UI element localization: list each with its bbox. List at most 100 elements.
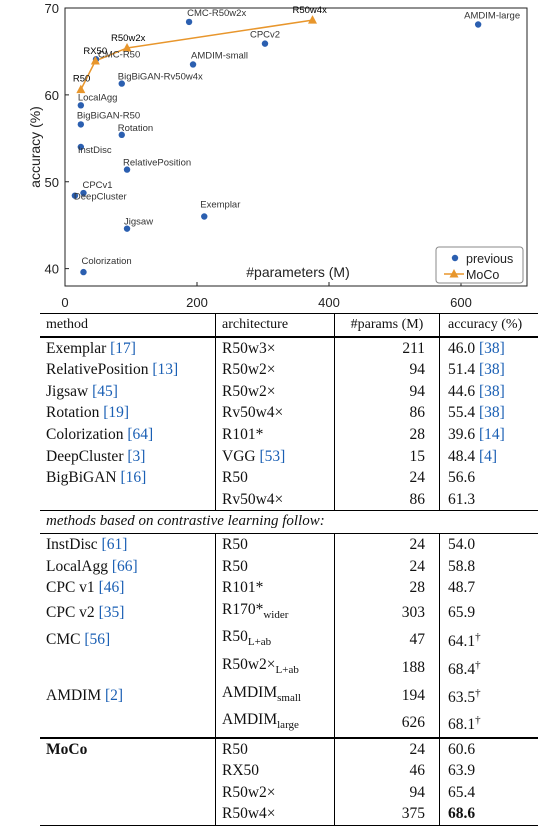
- cell-method: Rotation [19]: [40, 402, 216, 424]
- point-moco: [90, 55, 100, 65]
- table-row: AMDIMlarge 626 68.1†: [40, 709, 538, 738]
- arch-name: R50: [222, 535, 248, 553]
- point-previous: [77, 143, 85, 151]
- citation: [35]: [98, 603, 125, 621]
- cell-architecture: R50w2×: [215, 781, 335, 804]
- table-row: R50w2× 94 65.4: [40, 781, 538, 804]
- arch-subscript: small: [277, 691, 301, 704]
- table-body: Exemplar [17] R50w3× 211 46.0 [38] RelativeP…: [40, 336, 539, 826]
- cell-accuracy: 68.6: [439, 803, 538, 826]
- cell-architecture: R170*wider: [215, 598, 335, 627]
- cell-accuracy: 48.7: [440, 577, 539, 599]
- cell-accuracy: 56.6: [440, 467, 539, 489]
- accuracy-value: 68.1: [448, 716, 476, 734]
- point-label: DeepCluster: [74, 192, 127, 203]
- cell-params: 46: [334, 760, 440, 782]
- point-label: CMC-R50w2x: [187, 8, 246, 19]
- table-row: Colorization [64] R101* 28 39.6 [14]: [40, 423, 539, 446]
- citation: [66]: [111, 557, 138, 575]
- cell-architecture: R50: [215, 532, 335, 556]
- cell-params: 24: [334, 555, 440, 578]
- cell-accuracy: 58.8: [440, 556, 539, 578]
- cell-method: BigBiGAN [16]: [40, 467, 216, 489]
- arch-name: R50w2×: [222, 783, 276, 801]
- cell-architecture: RX50: [215, 760, 335, 782]
- arch-name: RX50: [222, 762, 260, 780]
- method-name: CPC v1: [46, 579, 99, 597]
- legend-moco-marker: [449, 269, 459, 278]
- section-row: methods based on contrastive learning fo…: [40, 510, 538, 534]
- arch-name: AMDIM: [222, 711, 278, 729]
- cell-architecture: Rv50w4×: [215, 402, 335, 424]
- cell-accuracy: 39.6 [14]: [440, 424, 539, 446]
- params-value: 28: [409, 579, 426, 597]
- cell-params: 211: [334, 336, 440, 360]
- point-label: BigBiGAN-R50: [77, 110, 140, 121]
- cell-accuracy: 46.0 [38]: [440, 337, 539, 360]
- point-label: CPCv2: [250, 30, 280, 41]
- cell-accuracy: 63.9: [440, 760, 539, 782]
- moco-point-label: R50w2x: [111, 33, 146, 44]
- arch-name: R101*: [222, 579, 264, 597]
- citation: [38]: [479, 361, 505, 379]
- accuracy-value: 60.6: [448, 740, 476, 758]
- method-name: Exemplar: [46, 339, 111, 357]
- point-previous: [123, 166, 131, 173]
- point-label: Exemplar: [200, 200, 240, 211]
- method-name: LocalAgg: [46, 557, 112, 575]
- point-moco: [122, 42, 132, 52]
- header-architecture: architecture: [215, 312, 335, 338]
- arch-subscript: L+ab: [275, 663, 299, 676]
- point-label: Jigsaw: [124, 217, 153, 228]
- arch-name: R50w2×: [222, 382, 276, 400]
- citation: [19]: [103, 404, 130, 422]
- legend-previous-label: previous: [466, 252, 513, 266]
- point-label: LocalAgg: [78, 92, 118, 103]
- arch-subscript: large: [277, 719, 299, 732]
- cell-architecture: AMDIMsmall: [215, 681, 335, 710]
- accuracy-value: 44.6: [448, 382, 476, 400]
- accuracy-value: 54.0: [448, 535, 476, 553]
- table-row: CMC [56] R50L+ab 47 64.1†: [40, 626, 538, 654]
- moco-point-label: R50: [73, 74, 90, 85]
- params-value: 194: [401, 686, 425, 704]
- citation: [53]: [259, 447, 286, 465]
- point-previous: [474, 21, 482, 28]
- method-name: Rotation: [46, 404, 104, 422]
- citation: [14]: [479, 425, 505, 443]
- cell-architecture: VGG [53]: [215, 445, 335, 468]
- params-value: 86: [409, 404, 426, 422]
- point-previous: [80, 189, 87, 197]
- params-value: 375: [401, 805, 425, 823]
- citation: [61]: [101, 535, 128, 553]
- cell-params: 303: [334, 598, 440, 627]
- params-value: 24: [409, 535, 426, 553]
- table-row: DeepCluster [3] VGG [53] 15 48.4 [4]: [40, 445, 538, 468]
- arch-subscript: wider: [263, 608, 289, 621]
- cell-method: RelativePosition [13]: [40, 359, 216, 381]
- arch-name: R50w2×: [222, 655, 276, 673]
- cell-accuracy: 68.4†: [440, 654, 539, 682]
- arch-subscript: L+ab: [247, 636, 272, 649]
- cell-params: 24: [334, 532, 440, 556]
- point-label: Rotation: [118, 123, 153, 134]
- accuracy-value: 61.3: [448, 490, 476, 508]
- table-row: R50w2×L+ab 188 68.4†: [40, 653, 539, 682]
- params-value: 15: [409, 447, 426, 465]
- cell-params: 28: [334, 423, 440, 446]
- params-value: 46: [409, 762, 426, 780]
- cell-params: 86: [334, 488, 440, 511]
- cell-architecture: R50: [215, 467, 335, 489]
- table-row: MoCo R50 24 60.6: [40, 736, 538, 761]
- params-value: 303: [401, 603, 425, 621]
- method-name: AMDIM: [46, 686, 105, 704]
- cell-accuracy: 54.0: [439, 532, 538, 556]
- citation: [13]: [152, 361, 179, 379]
- citation: [38]: [479, 404, 505, 422]
- table-row: AMDIM [2] AMDIMsmall 194 63.5†: [40, 681, 538, 710]
- table-header-row: method architecture #params (M) accuracy…: [40, 312, 538, 338]
- header-accuracy: accuracy (%): [439, 312, 538, 338]
- cell-params: 28: [334, 577, 440, 599]
- accuracy-value: 64.1: [448, 633, 476, 651]
- table-row: Rv50w4× 86 61.3: [40, 488, 538, 511]
